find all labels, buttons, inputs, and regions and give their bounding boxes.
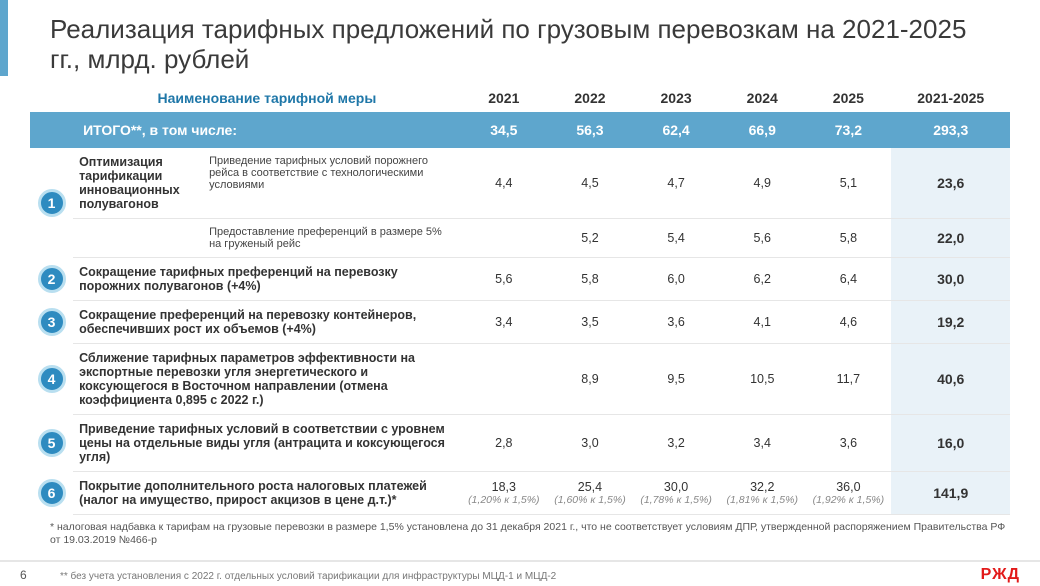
cell: 3,0 xyxy=(547,415,633,472)
badge-5: 5 xyxy=(38,429,66,457)
footer: 6 ** без учета установления с 2022 г. от… xyxy=(0,560,1040,586)
cell: 5,6 xyxy=(719,219,805,258)
cell: 4,7 xyxy=(633,148,719,219)
cell: 36,0(1,92% к 1,5%) xyxy=(805,472,891,515)
cell: 2,8 xyxy=(461,415,547,472)
total-sum: 293,3 xyxy=(891,112,1010,148)
badge-2: 2 xyxy=(38,265,66,293)
badge-1: 1 xyxy=(38,189,66,217)
cell-total: 30,0 xyxy=(891,258,1010,301)
col-2023: 2023 xyxy=(633,84,719,112)
footer-divider xyxy=(0,560,1040,562)
total-row: ИТОГО**, в том числе: 34,5 56,3 62,4 66,… xyxy=(30,112,1010,148)
row-name: Сокращение тарифных преференций на перев… xyxy=(79,265,455,293)
table-row: 2 Сокращение тарифных преференций на пер… xyxy=(30,258,1010,301)
total-2023: 62,4 xyxy=(633,112,719,148)
page-number: 6 xyxy=(20,568,27,582)
cell: 32,2(1,81% к 1,5%) xyxy=(719,472,805,515)
cell: 5,2 xyxy=(547,219,633,258)
col-total: 2021-2025 xyxy=(891,84,1010,112)
cell: 18,3(1,20% к 1,5%) xyxy=(461,472,547,515)
cell: 3,2 xyxy=(633,415,719,472)
row-name: Приведение тарифных условий в соответств… xyxy=(79,422,455,464)
row-name: Покрытие дополнительного роста налоговых… xyxy=(79,479,455,507)
group1-title-text: Оптимизация тарификации инновационных по… xyxy=(79,155,180,211)
badge-3: 3 xyxy=(38,308,66,336)
cell-total: 40,6 xyxy=(891,344,1010,415)
cell: 4,4 xyxy=(461,148,547,219)
row-name: Сокращение преференций на перевозку конт… xyxy=(79,308,455,336)
table-row: 1 Оптимизация тарификации инновационных … xyxy=(30,148,1010,219)
cell-total: 22,0 xyxy=(891,219,1010,258)
spacer xyxy=(79,226,209,250)
table-row: 4 Сближение тарифных параметров эффектив… xyxy=(30,344,1010,415)
table-row: 5 Приведение тарифных условий в соответс… xyxy=(30,415,1010,472)
badge-6: 6 xyxy=(38,479,66,507)
col-2021: 2021 xyxy=(461,84,547,112)
total-label: ИТОГО**, в том числе: xyxy=(73,112,461,148)
cell-total: 23,6 xyxy=(891,148,1010,219)
cell: 4,9 xyxy=(719,148,805,219)
rzd-logo: РЖД xyxy=(981,566,1020,584)
col-name: Наименование тарифной меры xyxy=(73,84,461,112)
total-2021: 34,5 xyxy=(461,112,547,148)
badge-4: 4 xyxy=(38,365,66,393)
col-2022: 2022 xyxy=(547,84,633,112)
cell-total: 19,2 xyxy=(891,301,1010,344)
table-row: Предоставление преференций в размере 5% … xyxy=(30,219,1010,258)
cell: 10,5 xyxy=(719,344,805,415)
cell: 5,6 xyxy=(461,258,547,301)
cell: 6,0 xyxy=(633,258,719,301)
total-2024: 66,9 xyxy=(719,112,805,148)
cell: 4,6 xyxy=(805,301,891,344)
cell: 8,9 xyxy=(547,344,633,415)
slide: Реализация тарифных предложений по грузо… xyxy=(0,0,1040,586)
cell: 5,1 xyxy=(805,148,891,219)
cell: 4,5 xyxy=(547,148,633,219)
content-area: Наименование тарифной меры 2021 2022 202… xyxy=(0,84,1040,515)
cell: 3,5 xyxy=(547,301,633,344)
cell: 3,4 xyxy=(461,301,547,344)
cell-total: 16,0 xyxy=(891,415,1010,472)
total-2022: 56,3 xyxy=(547,112,633,148)
total-2025: 73,2 xyxy=(805,112,891,148)
cell: 5,8 xyxy=(805,219,891,258)
group1-title: Оптимизация тарификации инновационных по… xyxy=(79,155,209,211)
cell: 4,1 xyxy=(719,301,805,344)
cell: 6,2 xyxy=(719,258,805,301)
cell: 3,6 xyxy=(633,301,719,344)
footnotes: * налоговая надбавка к тарифам на грузов… xyxy=(0,515,1040,547)
footer-note: ** без учета установления с 2022 г. отде… xyxy=(60,571,920,582)
footnote-1: * налоговая надбавка к тарифам на грузов… xyxy=(50,521,1010,547)
group1-sub-b: Предоставление преференций в размере 5% … xyxy=(209,226,455,250)
cell: 9,5 xyxy=(633,344,719,415)
group1-sub-a: Приведение тарифных условий порожнего ре… xyxy=(209,155,455,211)
table-row: 6 Покрытие дополнительного роста налогов… xyxy=(30,472,1010,515)
cell xyxy=(461,219,547,258)
col-2024: 2024 xyxy=(719,84,805,112)
cell: 5,4 xyxy=(633,219,719,258)
cell: 3,4 xyxy=(719,415,805,472)
cell: 6,4 xyxy=(805,258,891,301)
cell: 3,6 xyxy=(805,415,891,472)
badge-cell: 1 xyxy=(30,148,73,258)
cell: 11,7 xyxy=(805,344,891,415)
page-title: Реализация тарифных предложений по грузо… xyxy=(50,14,1000,74)
tariff-table: Наименование тарифной меры 2021 2022 202… xyxy=(30,84,1010,515)
title-bar: Реализация тарифных предложений по грузо… xyxy=(0,0,1040,84)
row-name: Сближение тарифных параметров эффективно… xyxy=(79,351,455,407)
table-row: 3 Сокращение преференций на перевозку ко… xyxy=(30,301,1010,344)
table-header-row: Наименование тарифной меры 2021 2022 202… xyxy=(30,84,1010,112)
col-2025: 2025 xyxy=(805,84,891,112)
cell: 5,8 xyxy=(547,258,633,301)
cell-total: 141,9 xyxy=(891,472,1010,515)
cell: 30,0(1,78% к 1,5%) xyxy=(633,472,719,515)
cell: 25,4(1,60% к 1,5%) xyxy=(547,472,633,515)
cell xyxy=(461,344,547,415)
